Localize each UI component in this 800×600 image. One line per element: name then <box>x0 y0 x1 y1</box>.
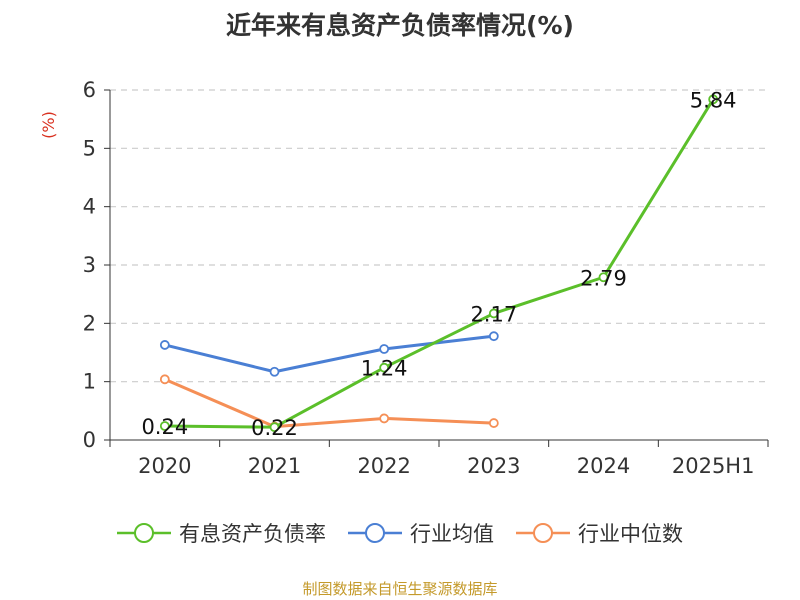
y-axis-label: (%) <box>39 111 58 139</box>
chart-title: 近年来有息资产负债率情况(%) <box>226 11 574 40</box>
data-point <box>708 94 719 105</box>
data-point <box>488 418 499 428</box>
legend-swatch-icon <box>516 523 570 543</box>
series-line <box>164 98 715 429</box>
source-note: 制图数据来自恒生聚源数据库 <box>302 580 498 598</box>
legend-item: 行业均值 <box>348 518 494 548</box>
x-tick-label: 2024 <box>577 454 630 478</box>
data-point <box>379 344 390 354</box>
data-point <box>269 366 280 377</box>
y-tick-label: 3 <box>83 253 96 277</box>
legend: 有息资产负债率 行业均值 行业中位数 <box>0 518 800 548</box>
series-line <box>164 334 495 374</box>
x-tick-label: 2021 <box>248 454 301 478</box>
legend-label: 有息资产负债率 <box>179 522 326 546</box>
legend-label: 行业均值 <box>410 522 494 546</box>
y-tick-label: 4 <box>83 195 96 219</box>
y-tick-label: 1 <box>83 370 96 394</box>
data-label: 2.17 <box>470 302 517 326</box>
x-tick-label: 2022 <box>357 454 410 478</box>
y-tick-label: 6 <box>83 78 96 102</box>
data-point <box>159 421 170 431</box>
data-point <box>159 340 170 350</box>
gridlines <box>110 89 768 383</box>
data-point <box>379 413 390 424</box>
legend-swatch-icon <box>117 523 171 543</box>
legend-label: 行业中位数 <box>578 522 683 546</box>
y-tick-label: 2 <box>83 311 96 335</box>
x-tick-label: 2023 <box>467 454 520 478</box>
x-tick-label: 2025H1 <box>672 454 755 478</box>
data-label: 2.79 <box>580 266 627 290</box>
data-point <box>488 331 499 342</box>
legend-item: 行业中位数 <box>516 518 683 548</box>
series <box>159 94 719 433</box>
data-labels: 0.24 0.22 1.24 2.17 2.79 5.84 <box>141 88 736 440</box>
data-point <box>488 308 499 319</box>
legend-item: 有息资产负债率 <box>117 518 326 548</box>
data-point <box>598 272 609 283</box>
data-label: 5.84 <box>690 88 737 112</box>
y-tick-label: 5 <box>83 136 96 160</box>
legend-swatch-icon <box>348 523 402 543</box>
axes: 0 1 2 3 4 5 6 2020 2021 2022 2023 2024 2025H1 (%) <box>39 78 769 478</box>
data-label: 0.24 <box>141 415 188 439</box>
data-label: 0.22 <box>251 416 298 440</box>
series-line <box>164 377 494 429</box>
data-point <box>269 422 280 433</box>
data-point <box>159 374 170 385</box>
data-point <box>379 362 390 373</box>
data-label: 1.24 <box>361 357 408 381</box>
x-tick-label: 2020 <box>138 454 191 478</box>
y-tick-label: 0 <box>83 428 96 452</box>
